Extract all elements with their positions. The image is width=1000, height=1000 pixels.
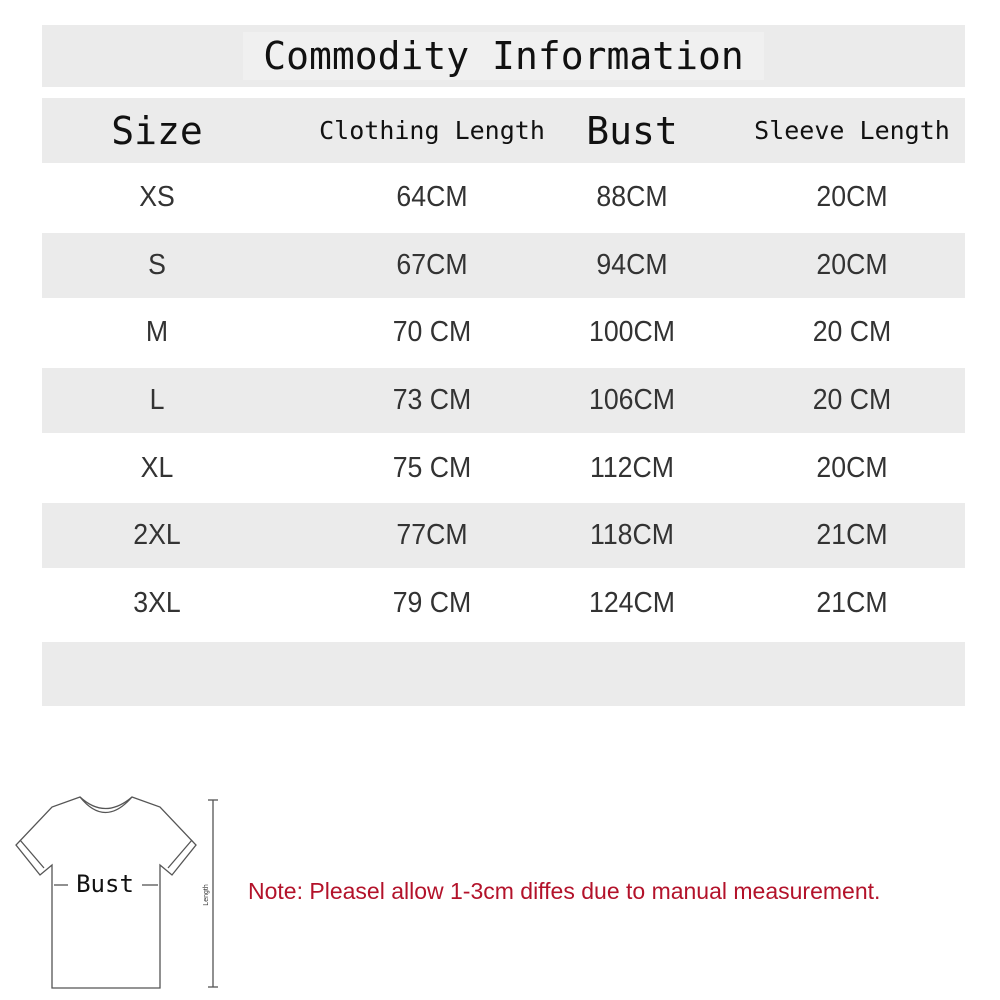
header-clothing-length: Clothing Length: [319, 116, 545, 145]
cell-size: L: [149, 384, 165, 416]
table-row: 3XL 79 CM 124CM 21CM: [42, 571, 965, 636]
table-row: XS 64CM 88CM 20CM: [42, 165, 965, 230]
cell-bust: 100CM: [588, 316, 676, 348]
cell-clothing-length: 73 CM: [392, 384, 472, 416]
cell-size: XL: [140, 452, 174, 484]
cell-bust: 106CM: [588, 384, 676, 416]
cell-bust: 94CM: [596, 249, 668, 281]
cell-bust: 88CM: [596, 181, 668, 213]
cell-sleeve-length: 20 CM: [812, 384, 892, 416]
table-row: S 67CM 94CM 20CM: [42, 233, 965, 298]
cell-size: 2XL: [133, 519, 181, 551]
cell-clothing-length: 64CM: [396, 181, 468, 213]
cell-clothing-length: 67CM: [396, 249, 468, 281]
length-label: Length: [203, 884, 210, 906]
cell-size: XS: [139, 181, 175, 213]
table-row: 2XL 77CM 118CM 21CM: [42, 503, 965, 568]
cell-clothing-length: 70 CM: [392, 316, 472, 348]
cell-bust: 112CM: [589, 452, 675, 484]
cell-size: 3XL: [133, 587, 181, 619]
cell-sleeve-length: 20 CM: [812, 316, 892, 348]
bust-label: Bust: [76, 870, 134, 898]
cell-clothing-length: 77CM: [396, 519, 468, 551]
cell-bust: 124CM: [588, 587, 676, 619]
header-row: Size Clothing Length Bust Sleeve Length: [42, 98, 965, 163]
cell-sleeve-length: 21CM: [816, 519, 888, 551]
title-text: Commodity Information: [243, 32, 764, 80]
table-row: M 70 CM 100CM 20 CM: [42, 300, 965, 365]
table-row: XL 75 CM 112CM 20CM: [42, 436, 965, 501]
cell-size: M: [145, 316, 169, 348]
cell-sleeve-length: 20CM: [816, 452, 888, 484]
cell-size: S: [148, 249, 166, 281]
cell-bust: 118CM: [589, 519, 675, 551]
table-title: Commodity Information: [42, 25, 965, 87]
cell-sleeve-length: 21CM: [816, 587, 888, 619]
cell-clothing-length: 79 CM: [392, 587, 472, 619]
header-bust: Bust: [586, 108, 678, 153]
measurement-note: Note: Pleasel allow 1-3cm diffes due to …: [248, 878, 881, 904]
cell-sleeve-length: 20CM: [816, 181, 888, 213]
header-size: Size: [111, 108, 203, 153]
header-sleeve-length: Sleeve Length: [754, 116, 950, 145]
tshirt-diagram: Bust Length: [15, 796, 218, 989]
cell-sleeve-length: 20CM: [816, 249, 888, 281]
table-row: L 73 CM 106CM 20 CM: [42, 368, 965, 433]
empty-row: [42, 642, 965, 706]
cell-clothing-length: 75 CM: [392, 452, 472, 484]
